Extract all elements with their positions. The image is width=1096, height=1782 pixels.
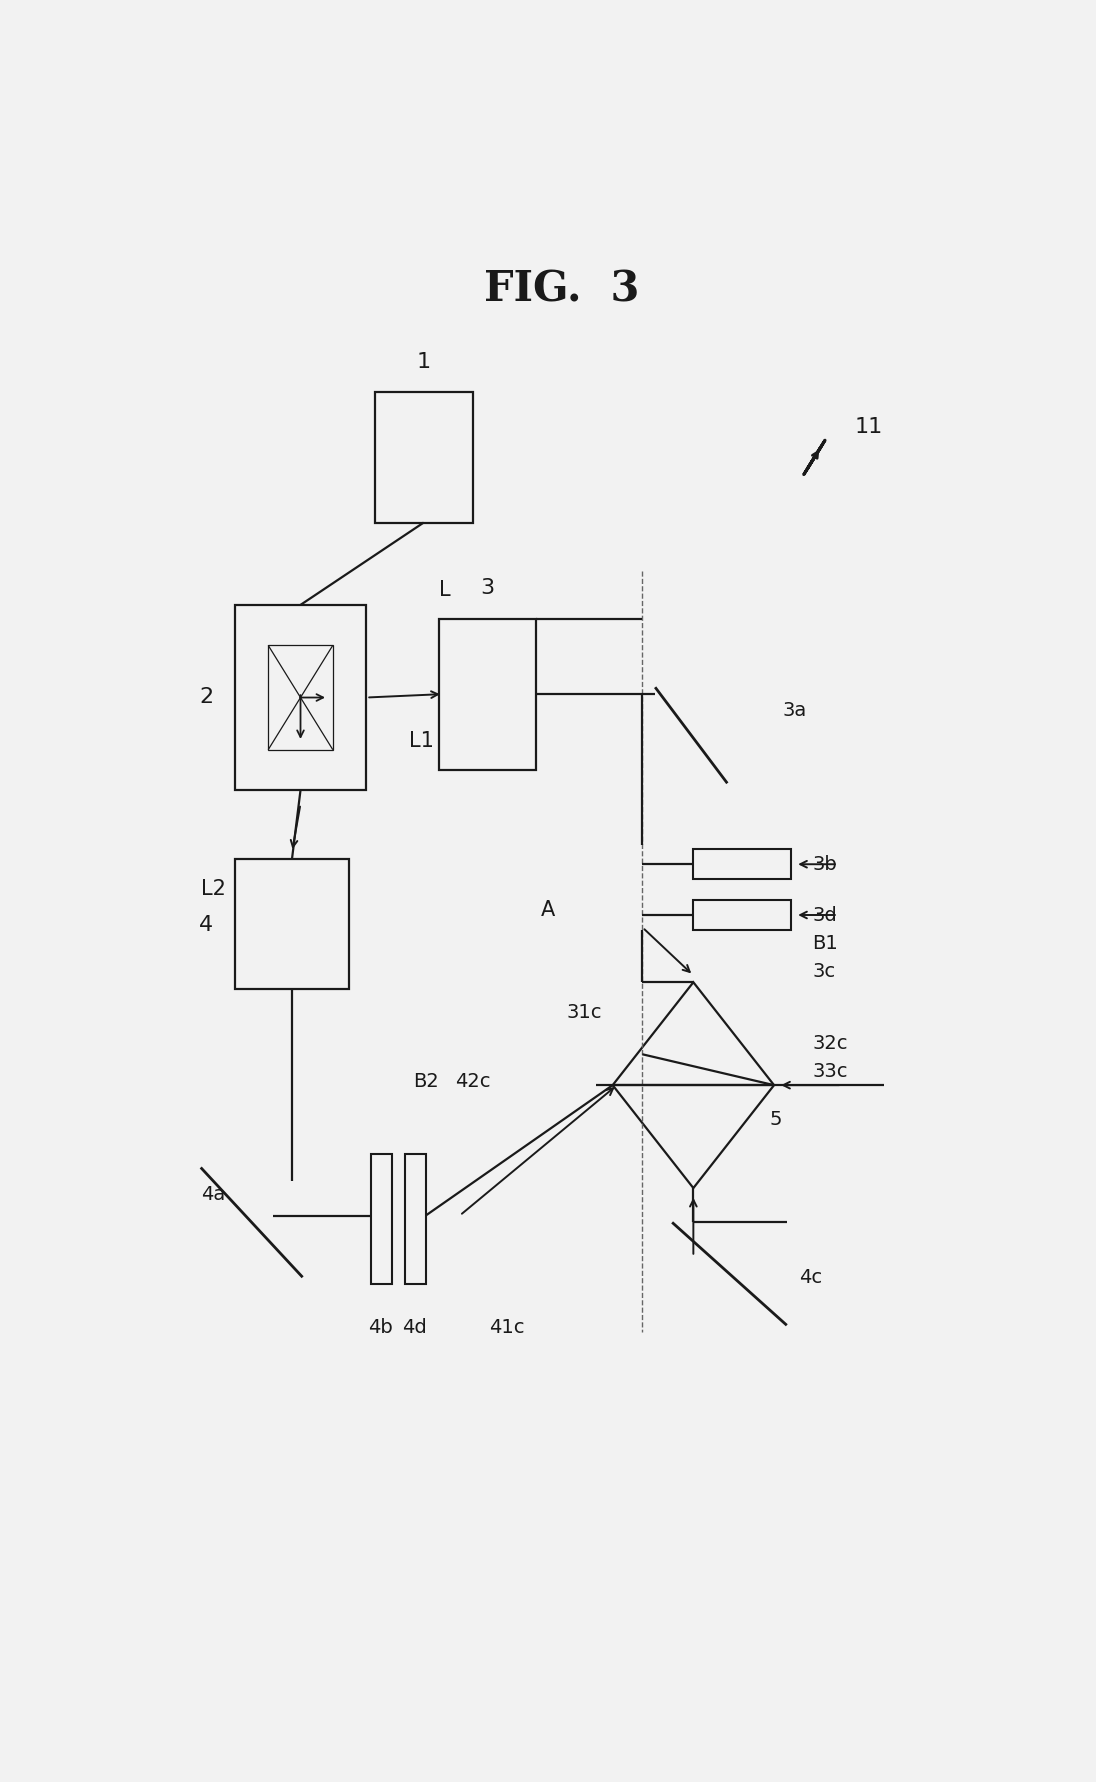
Text: 4a: 4a bbox=[201, 1185, 225, 1205]
Text: L2: L2 bbox=[202, 879, 226, 898]
Text: L: L bbox=[438, 579, 450, 601]
Text: B1: B1 bbox=[812, 934, 838, 953]
Bar bbox=[694, 900, 791, 930]
Text: 3a: 3a bbox=[783, 700, 807, 720]
Text: 2: 2 bbox=[199, 686, 214, 707]
Text: 3c: 3c bbox=[812, 962, 835, 980]
Text: 4b: 4b bbox=[368, 1319, 393, 1338]
Text: 42c: 42c bbox=[456, 1071, 491, 1091]
Text: 32c: 32c bbox=[812, 1035, 848, 1053]
Text: 33c: 33c bbox=[812, 1062, 848, 1082]
Text: 3: 3 bbox=[481, 577, 495, 599]
Bar bbox=[404, 1153, 425, 1285]
Text: 4: 4 bbox=[199, 914, 214, 934]
Bar bbox=[269, 645, 333, 750]
Text: 41c: 41c bbox=[489, 1319, 524, 1338]
Text: 3b: 3b bbox=[812, 855, 837, 873]
Text: A: A bbox=[540, 900, 555, 920]
Text: FIG.  3: FIG. 3 bbox=[484, 269, 639, 310]
Text: 4d: 4d bbox=[402, 1319, 427, 1338]
Text: 4c: 4c bbox=[800, 1267, 823, 1287]
Text: 5: 5 bbox=[769, 1110, 783, 1130]
Text: L1: L1 bbox=[409, 731, 434, 750]
Text: 3d: 3d bbox=[812, 905, 837, 925]
Bar bbox=[375, 392, 472, 522]
Bar bbox=[694, 850, 791, 879]
Text: 31c: 31c bbox=[567, 1003, 603, 1021]
Bar bbox=[235, 859, 350, 989]
Bar bbox=[370, 1153, 392, 1285]
Text: 11: 11 bbox=[855, 417, 883, 437]
Text: 1: 1 bbox=[416, 351, 431, 372]
Bar bbox=[235, 604, 366, 789]
Text: B2: B2 bbox=[413, 1071, 438, 1091]
Bar bbox=[438, 618, 536, 770]
